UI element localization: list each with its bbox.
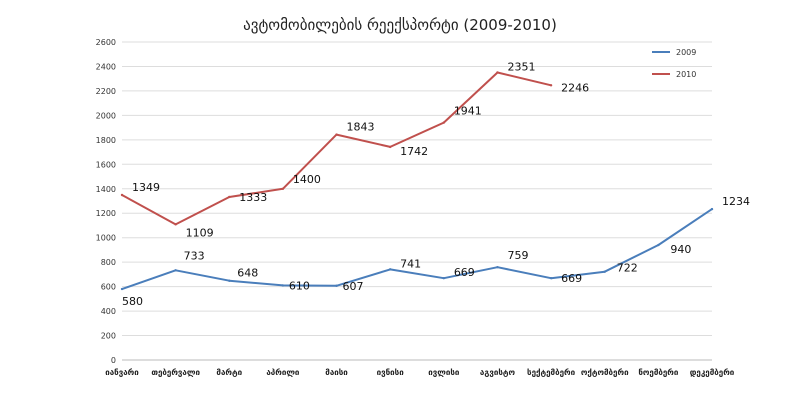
data-point xyxy=(388,268,392,271)
data-label: 1234 xyxy=(722,195,750,208)
x-tick-label: დეკემბერი xyxy=(690,367,735,377)
data-label: 669 xyxy=(561,272,582,285)
legend: 2009 2010 xyxy=(652,48,696,79)
x-tick-label: ივნისი xyxy=(377,368,405,377)
data-label: 1109 xyxy=(186,226,214,239)
y-tick-label: 1800 xyxy=(96,136,116,145)
data-point xyxy=(120,193,124,197)
data-label: 1941 xyxy=(454,105,482,118)
data-point xyxy=(228,279,231,282)
x-tick-label: სექტემბერი xyxy=(527,367,576,377)
x-tick-label: ივლისი xyxy=(428,368,460,377)
data-point xyxy=(442,276,446,280)
y-tick-label: 1600 xyxy=(96,160,116,169)
data-label: 1333 xyxy=(239,191,267,204)
y-axis-ticks: 0 200 400 600 800 1000 1200 1400 1600 1800 2000 220… xyxy=(96,38,116,365)
data-label: 722 xyxy=(617,262,638,275)
data-point xyxy=(496,265,499,269)
x-tick-label: ოქტომბერი xyxy=(581,367,629,377)
x-tick-label: აპრილი xyxy=(266,367,300,377)
data-point xyxy=(442,121,446,124)
data-point xyxy=(120,287,124,291)
x-tick-label: მარტი xyxy=(216,367,242,377)
legend-label: 2010 xyxy=(676,70,696,79)
data-label: 669 xyxy=(454,266,475,279)
data-point xyxy=(174,223,177,226)
data-label: 2246 xyxy=(561,81,589,94)
x-tick-label: ნოემბერი xyxy=(638,367,679,377)
data-point xyxy=(281,187,285,190)
x-axis-ticks: იანვარი თებერვალი მარტი აპრილი მაისი ივნისი ივ… xyxy=(105,367,735,377)
y-tick-label: 1400 xyxy=(96,185,116,194)
y-tick-label: 200 xyxy=(101,332,116,341)
data-point xyxy=(228,195,231,199)
chart-title: ავტომობილების რეექსპორტი (2009-2010) xyxy=(243,16,557,34)
data-point xyxy=(335,133,338,136)
y-tick-label: 400 xyxy=(101,307,116,316)
data-point xyxy=(281,284,285,287)
data-label: 580 xyxy=(122,295,143,308)
data-point xyxy=(710,207,714,211)
data-point xyxy=(603,270,606,273)
x-tick-label: აგვისტო xyxy=(480,368,516,377)
data-point xyxy=(496,71,499,74)
series-line-2010 xyxy=(121,71,552,226)
y-tick-label: 2000 xyxy=(96,111,116,120)
data-label: 1349 xyxy=(132,181,160,194)
data-point xyxy=(549,276,553,280)
y-tick-label: 2600 xyxy=(96,38,116,47)
y-tick-label: 600 xyxy=(101,283,116,292)
data-point xyxy=(657,243,660,247)
data-label: 1742 xyxy=(400,145,428,158)
data-point xyxy=(388,145,392,149)
data-point xyxy=(335,284,338,287)
data-labels: 580 733 648 610 607 741 669 759 669 722 940 1234 134… xyxy=(122,60,750,308)
series-line-2009 xyxy=(121,208,713,291)
gridlines xyxy=(122,41,712,361)
data-label: 1400 xyxy=(293,173,321,186)
data-label: 1843 xyxy=(347,121,375,134)
x-tick-label: თებერვალი xyxy=(151,367,200,377)
y-tick-label: 2200 xyxy=(96,87,116,96)
data-point xyxy=(174,269,177,272)
series-lines xyxy=(120,71,714,291)
data-label: 940 xyxy=(670,243,691,256)
data-point xyxy=(549,84,553,87)
x-tick-label: იანვარი xyxy=(105,367,139,377)
y-tick-label: 0 xyxy=(111,356,116,365)
x-tick-label: მაისი xyxy=(325,368,348,377)
data-label: 759 xyxy=(507,249,528,262)
data-label: 2351 xyxy=(507,60,535,73)
data-label: 607 xyxy=(343,280,364,293)
legend-label: 2009 xyxy=(676,48,696,57)
y-tick-label: 1200 xyxy=(96,209,116,218)
data-label: 610 xyxy=(289,279,310,292)
y-tick-label: 2400 xyxy=(96,62,116,71)
data-label: 648 xyxy=(237,267,258,280)
data-label: 733 xyxy=(184,249,205,262)
y-tick-label: 800 xyxy=(101,258,116,267)
y-tick-label: 1000 xyxy=(96,234,116,243)
data-label: 741 xyxy=(400,257,421,270)
